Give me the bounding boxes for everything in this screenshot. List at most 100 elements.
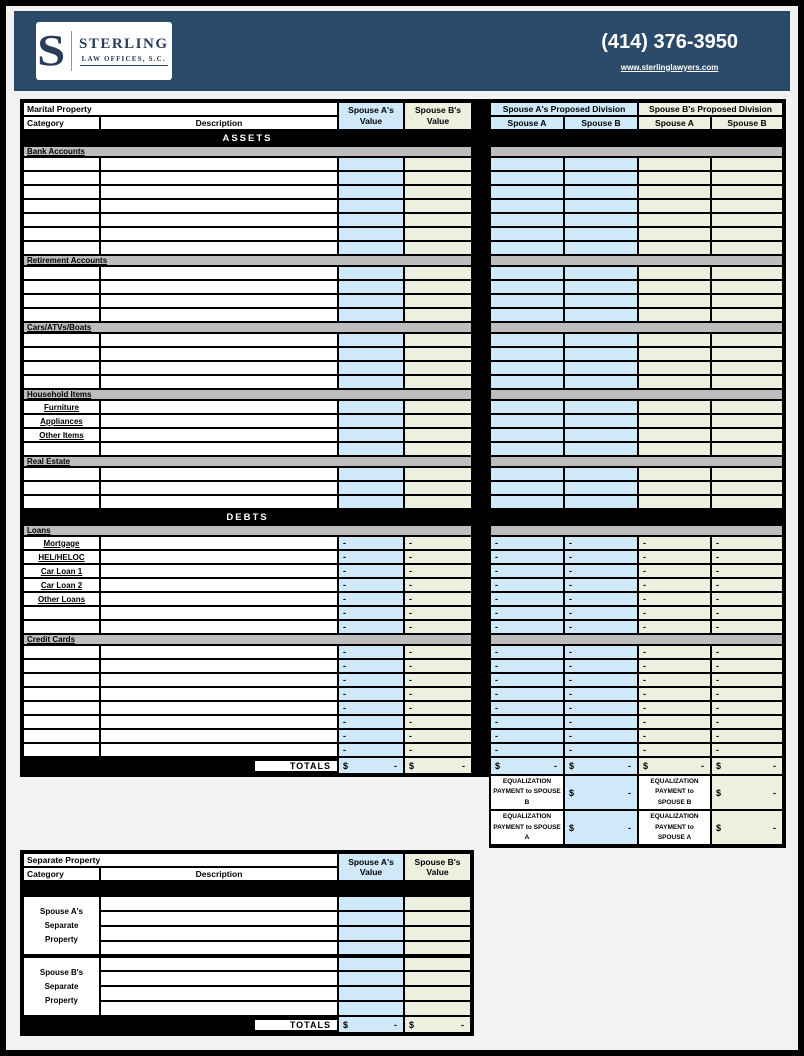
- division-a-spouse-b-cell[interactable]: [563, 156, 639, 172]
- description-cell[interactable]: [99, 332, 339, 348]
- division-b-spouse-b-cell[interactable]: [710, 441, 786, 457]
- division-b-spouse-a-cell[interactable]: -: [637, 591, 712, 607]
- division-a-spouse-a-cell[interactable]: [489, 279, 565, 295]
- spouse-a-value-cell[interactable]: [337, 970, 406, 988]
- spouse-b-value-cell[interactable]: [403, 170, 473, 186]
- spouse-b-value-cell[interactable]: -: [403, 549, 473, 565]
- category-cell[interactable]: [20, 156, 101, 172]
- division-b-spouse-b-cell[interactable]: [710, 413, 786, 429]
- spouse-b-value-cell[interactable]: [403, 279, 473, 295]
- division-a-spouse-a-cell[interactable]: -: [489, 686, 565, 702]
- spouse-a-value-cell[interactable]: [337, 346, 405, 362]
- description-cell[interactable]: [98, 1000, 340, 1018]
- division-b-spouse-a-cell[interactable]: [637, 346, 712, 362]
- spouse-b-value-cell[interactable]: [403, 346, 473, 362]
- division-b-spouse-b-cell[interactable]: [710, 170, 786, 186]
- description-cell[interactable]: [99, 563, 339, 579]
- spouse-b-value-cell[interactable]: [403, 427, 473, 443]
- division-b-spouse-a-cell[interactable]: [637, 374, 712, 390]
- division-b-spouse-a-cell[interactable]: -: [637, 658, 712, 674]
- division-a-spouse-a-cell[interactable]: -: [489, 672, 565, 688]
- spouse-b-value-cell[interactable]: -: [403, 742, 473, 758]
- spouse-b-value-cell[interactable]: -: [403, 605, 473, 621]
- description-cell[interactable]: [99, 644, 339, 660]
- category-cell[interactable]: [20, 184, 101, 200]
- category-cell[interactable]: [20, 374, 101, 390]
- division-b-spouse-b-cell[interactable]: [710, 480, 786, 496]
- division-b-spouse-b-cell[interactable]: [710, 240, 786, 256]
- division-a-spouse-b-cell[interactable]: [563, 170, 639, 186]
- spouse-a-value-cell[interactable]: -: [337, 577, 405, 593]
- description-cell[interactable]: [99, 212, 339, 228]
- spouse-a-value-cell[interactable]: -: [337, 728, 405, 744]
- description-cell[interactable]: [99, 700, 339, 716]
- division-b-spouse-b-cell[interactable]: [710, 494, 786, 510]
- spouse-b-value-cell[interactable]: [403, 413, 473, 429]
- division-a-spouse-b-cell[interactable]: [563, 307, 639, 323]
- division-b-spouse-b-cell[interactable]: [710, 198, 786, 214]
- spouse-a-value-cell[interactable]: [337, 399, 405, 415]
- division-a-spouse-b-cell[interactable]: -: [563, 577, 639, 593]
- division-a-spouse-b-cell[interactable]: -: [563, 591, 639, 607]
- description-cell[interactable]: [98, 895, 340, 913]
- description-cell[interactable]: [99, 686, 339, 702]
- spouse-a-value-cell[interactable]: [337, 925, 406, 943]
- spouse-a-value-cell[interactable]: [337, 985, 406, 1003]
- description-cell[interactable]: [99, 427, 339, 443]
- spouse-a-value-cell[interactable]: [337, 279, 405, 295]
- division-b-spouse-b-cell[interactable]: -: [710, 577, 786, 593]
- spouse-b-value-cell[interactable]: -: [403, 563, 473, 579]
- division-b-spouse-a-cell[interactable]: [637, 198, 712, 214]
- description-cell[interactable]: [99, 240, 339, 256]
- division-b-spouse-a-cell[interactable]: -: [637, 644, 712, 660]
- spouse-a-value-cell[interactable]: [337, 156, 405, 172]
- division-a-spouse-b-cell[interactable]: [563, 265, 639, 281]
- category-cell[interactable]: Car Loan 2: [20, 577, 101, 593]
- division-a-spouse-b-cell[interactable]: -: [563, 563, 639, 579]
- description-cell[interactable]: [99, 374, 339, 390]
- division-a-spouse-a-cell[interactable]: [489, 240, 565, 256]
- division-b-spouse-a-cell[interactable]: -: [637, 728, 712, 744]
- spouse-a-value-cell[interactable]: [337, 413, 405, 429]
- division-b-spouse-b-cell[interactable]: [710, 293, 786, 309]
- division-a-spouse-b-cell[interactable]: [563, 441, 639, 457]
- spouse-b-value-cell[interactable]: [403, 374, 473, 390]
- division-a-spouse-a-cell[interactable]: -: [489, 619, 565, 635]
- division-b-spouse-a-cell[interactable]: -: [637, 535, 712, 551]
- division-b-spouse-b-cell[interactable]: [710, 360, 786, 376]
- spouse-a-value-cell[interactable]: -: [337, 714, 405, 730]
- division-b-spouse-a-cell[interactable]: [637, 427, 712, 443]
- category-cell[interactable]: [20, 672, 101, 688]
- division-b-spouse-b-cell[interactable]: [710, 265, 786, 281]
- spouse-b-value-cell[interactable]: -: [403, 591, 473, 607]
- division-b-spouse-a-cell[interactable]: [637, 307, 712, 323]
- category-cell[interactable]: [20, 619, 101, 635]
- division-a-spouse-a-cell[interactable]: [489, 293, 565, 309]
- division-b-spouse-a-cell[interactable]: -: [637, 714, 712, 730]
- category-cell[interactable]: [20, 441, 101, 457]
- category-cell[interactable]: HEL/HELOC: [20, 549, 101, 565]
- category-cell[interactable]: [20, 700, 101, 716]
- division-a-spouse-a-cell[interactable]: -: [489, 577, 565, 593]
- spouse-b-value-cell[interactable]: [403, 1000, 475, 1018]
- division-a-spouse-b-cell[interactable]: [563, 240, 639, 256]
- spouse-b-value-cell[interactable]: [403, 910, 475, 928]
- spouse-b-value-cell[interactable]: [403, 940, 475, 958]
- division-b-spouse-b-cell[interactable]: -: [710, 742, 786, 758]
- spouse-a-value-cell[interactable]: [337, 293, 405, 309]
- description-cell[interactable]: [99, 494, 339, 510]
- division-b-spouse-a-cell[interactable]: [637, 360, 712, 376]
- division-b-spouse-a-cell[interactable]: [637, 293, 712, 309]
- spouse-b-value-cell[interactable]: -: [403, 619, 473, 635]
- division-a-spouse-b-cell[interactable]: [563, 293, 639, 309]
- spouse-b-value-cell[interactable]: [403, 494, 473, 510]
- spouse-a-value-cell[interactable]: [337, 170, 405, 186]
- category-cell[interactable]: Other Items: [20, 427, 101, 443]
- spouse-b-value-cell[interactable]: [403, 198, 473, 214]
- division-b-spouse-b-cell[interactable]: -: [710, 535, 786, 551]
- spouse-b-value-cell[interactable]: -: [403, 577, 473, 593]
- category-cell[interactable]: [20, 714, 101, 730]
- division-a-spouse-a-cell[interactable]: -: [489, 591, 565, 607]
- division-b-spouse-b-cell[interactable]: -: [710, 563, 786, 579]
- division-a-spouse-a-cell[interactable]: [489, 156, 565, 172]
